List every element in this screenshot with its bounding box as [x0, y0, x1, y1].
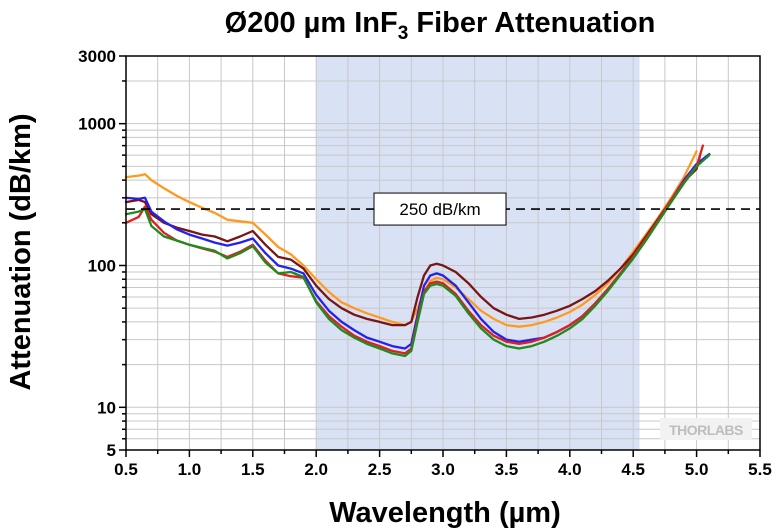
- y-tick-label: 1000: [78, 115, 116, 134]
- x-tick-label: 5.5: [748, 460, 772, 479]
- series-line-1: [124, 150, 698, 328]
- x-tick-label: 1.0: [178, 460, 202, 479]
- shaded-region: [316, 56, 640, 450]
- series-line-5: [124, 153, 711, 358]
- y-tick-label: 3000: [78, 47, 116, 66]
- x-tick-label: 2.0: [304, 460, 328, 479]
- data-series: [124, 144, 711, 358]
- chart-title: Ø200 µm InF3 Fiber Attenuation: [225, 7, 656, 44]
- thorlabs-logo: THORLABS: [660, 418, 752, 440]
- chart-title-rest: Fiber Attenuation: [408, 7, 655, 39]
- y-tick-label: 10: [97, 398, 116, 417]
- y-tick-labels: 5 10 100 1000 3000: [78, 47, 116, 460]
- y-axis-label: Attenuation (dB/km): [5, 113, 37, 390]
- x-tick-label: 3.5: [495, 460, 519, 479]
- x-tick-label: 1.5: [241, 460, 265, 479]
- x-tick-label: 3.0: [431, 460, 455, 479]
- brand-text: THORLABS: [669, 422, 743, 438]
- grid-lines: [126, 56, 760, 450]
- chart-title-main: Ø200 µm InF: [225, 7, 398, 39]
- x-tick-labels: 0.5 1.0 1.5 2.0 2.5 3.0 3.5 4.0 4.5 5.0 5.5: [114, 460, 772, 479]
- x-axis-label: Wavelength (µm): [329, 497, 561, 529]
- chart-title-subscript: 3: [398, 23, 409, 44]
- x-tick-label: 4.5: [621, 460, 645, 479]
- x-tick-label: 4.0: [558, 460, 582, 479]
- x-tick-label: 5.0: [685, 460, 709, 479]
- reference-label: 250 dB/km: [399, 200, 480, 219]
- axis-ticks: [119, 55, 761, 457]
- y-tick-label: 5: [107, 441, 116, 460]
- y-tick-label: 100: [88, 256, 116, 275]
- x-tick-label: 2.5: [368, 460, 392, 479]
- reference-label-box: [373, 192, 507, 226]
- x-tick-label: 0.5: [114, 460, 138, 479]
- series-line-2: [124, 152, 702, 327]
